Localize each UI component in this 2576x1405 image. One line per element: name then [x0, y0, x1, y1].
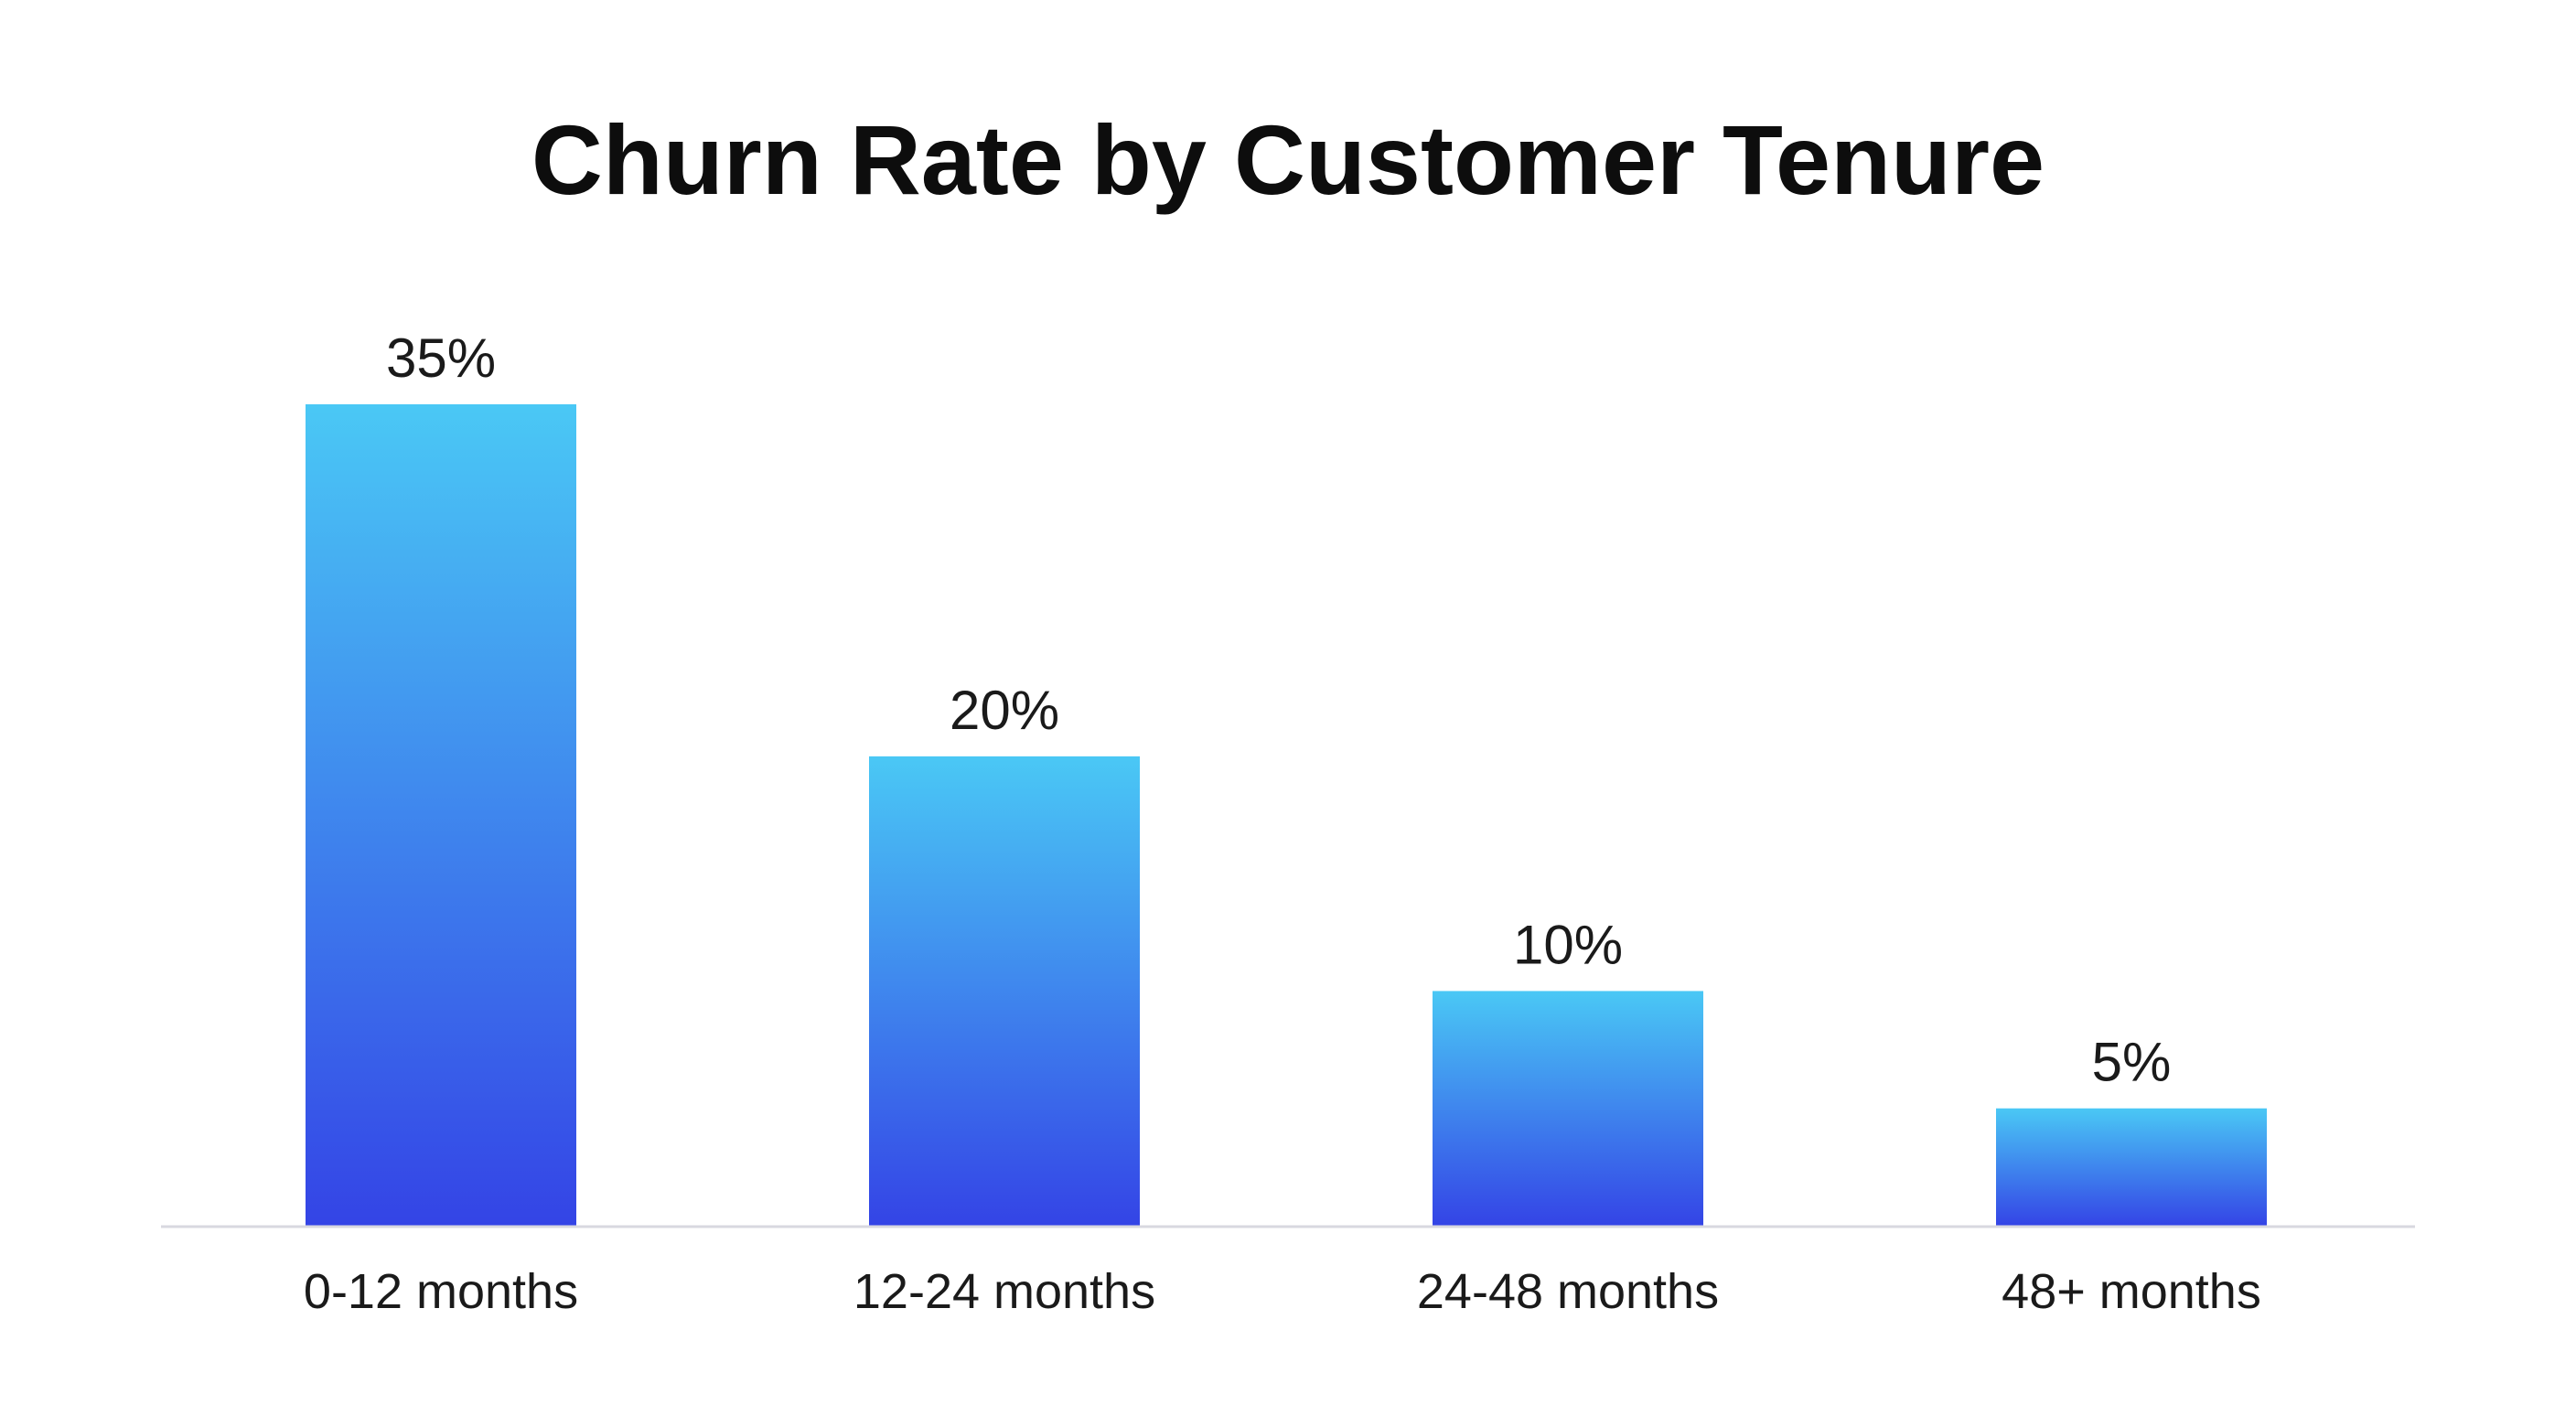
value-label-4: 5%	[2092, 1032, 2172, 1093]
bar-4	[1996, 1108, 2267, 1226]
value-label-1: 35%	[386, 327, 496, 389]
value-label-3: 10%	[1513, 914, 1623, 975]
chart-title: Churn Rate by Customer Tenure	[531, 104, 2045, 215]
value-labels-layer: 35% 20% 10% 5%	[386, 327, 2171, 1093]
bar-3	[1433, 991, 1703, 1226]
value-label-2: 20%	[950, 680, 1059, 741]
bar-1	[306, 404, 576, 1226]
bar-2	[869, 756, 1140, 1226]
x-tick-label-3: 24-48 months	[1417, 1264, 1719, 1319]
x-axis-tick-labels: 0-12 months 12-24 months 24-48 months 48+ m…	[304, 1264, 2261, 1319]
x-tick-label-1: 0-12 months	[304, 1264, 578, 1319]
x-tick-label-2: 12-24 months	[853, 1264, 1155, 1319]
bars-layer	[306, 404, 2267, 1226]
x-tick-label-4: 48+ months	[2002, 1264, 2261, 1319]
